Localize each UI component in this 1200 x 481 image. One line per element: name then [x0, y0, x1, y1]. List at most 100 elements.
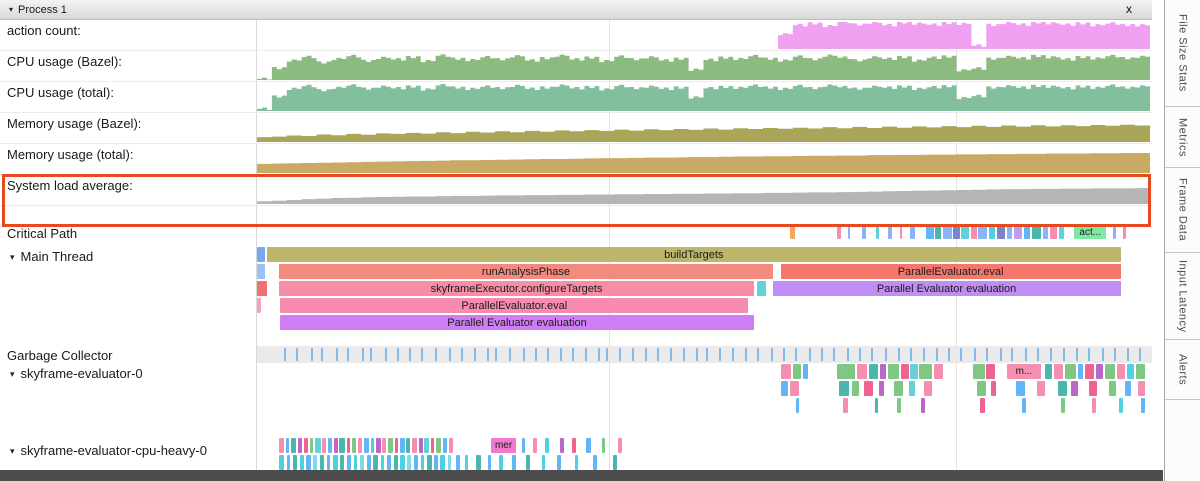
- slice[interactable]: [896, 398, 902, 413]
- slice[interactable]: [1042, 226, 1049, 239]
- slice[interactable]: [327, 438, 333, 453]
- gc-ticks[interactable]: [257, 346, 1152, 363]
- slice-m[interactable]: m...: [1007, 364, 1041, 379]
- gc-tick[interactable]: [922, 348, 925, 361]
- slice[interactable]: [613, 455, 617, 470]
- slice[interactable]: [322, 438, 326, 453]
- gc-tick[interactable]: [744, 348, 747, 361]
- slice[interactable]: [926, 226, 934, 239]
- slice[interactable]: [306, 455, 311, 470]
- slice[interactable]: [351, 438, 357, 453]
- slice[interactable]: [286, 455, 291, 470]
- slice[interactable]: [935, 226, 941, 239]
- flame-row[interactable]: skyframeExecutor.configureTargets Paralle…: [257, 280, 1152, 297]
- collapse-icon[interactable]: ▾: [10, 446, 15, 456]
- slice[interactable]: [910, 226, 915, 239]
- slice[interactable]: [899, 226, 903, 239]
- gc-tick[interactable]: [320, 348, 323, 361]
- gc-tick[interactable]: [369, 348, 372, 361]
- slice[interactable]: [394, 438, 399, 453]
- counter-chart-action-count[interactable]: [257, 20, 1152, 50]
- slice[interactable]: [299, 455, 304, 470]
- slice[interactable]: [863, 381, 873, 396]
- slice[interactable]: [418, 438, 423, 453]
- slice[interactable]: [836, 226, 841, 239]
- slice[interactable]: [387, 438, 394, 453]
- slice[interactable]: [843, 398, 848, 413]
- track-label[interactable]: ▾ skyframe-evaluator-0: [0, 363, 257, 432]
- slice[interactable]: [1084, 364, 1094, 379]
- gc-tick[interactable]: [783, 348, 786, 361]
- slice[interactable]: [923, 381, 932, 396]
- slice[interactable]: [512, 455, 516, 470]
- slice[interactable]: [545, 438, 549, 453]
- gc-tick[interactable]: [1114, 348, 1117, 361]
- gc-tick[interactable]: [448, 348, 451, 361]
- slice[interactable]: [1141, 398, 1145, 413]
- tab-input-latency[interactable]: Input Latency: [1165, 253, 1200, 340]
- slice[interactable]: [1014, 226, 1023, 239]
- slice[interactable]: [370, 438, 375, 453]
- slice[interactable]: [1089, 381, 1098, 396]
- slice[interactable]: [498, 455, 504, 470]
- gc-tick[interactable]: [999, 348, 1002, 361]
- slice[interactable]: [1092, 398, 1096, 413]
- gc-tick[interactable]: [809, 348, 812, 361]
- flame-row[interactable]: runAnalysisPhase ParallelEvaluator.eval: [257, 263, 1152, 280]
- gc-tick[interactable]: [770, 348, 773, 361]
- slice[interactable]: [977, 381, 986, 396]
- slice[interactable]: [1053, 364, 1064, 379]
- slice[interactable]: [373, 455, 378, 470]
- slice[interactable]: [847, 226, 851, 239]
- slice[interactable]: [346, 438, 351, 453]
- gc-tick[interactable]: [885, 348, 888, 361]
- slice[interactable]: [876, 226, 879, 239]
- gc-tick[interactable]: [597, 348, 600, 361]
- gc-tick[interactable]: [1101, 348, 1104, 361]
- slice[interactable]: [434, 455, 438, 470]
- slice[interactable]: [440, 455, 445, 470]
- process-header[interactable]: ▾ Process 1 x: [0, 0, 1152, 20]
- slice[interactable]: [376, 438, 381, 453]
- gc-tick[interactable]: [474, 348, 477, 361]
- slice[interactable]: [780, 381, 788, 396]
- slice[interactable]: [424, 438, 429, 453]
- gc-tick[interactable]: [794, 348, 797, 361]
- slice[interactable]: [380, 455, 385, 470]
- slice[interactable]: [411, 438, 418, 453]
- slice[interactable]: [393, 455, 398, 470]
- slice[interactable]: [358, 438, 362, 453]
- gc-tick[interactable]: [657, 348, 660, 361]
- slice[interactable]: [436, 438, 442, 453]
- slice[interactable]: [986, 364, 996, 379]
- slice[interactable]: [339, 438, 345, 453]
- slice[interactable]: [887, 226, 892, 239]
- slice[interactable]: [874, 398, 879, 413]
- gc-tick[interactable]: [409, 348, 412, 361]
- slice[interactable]: [1022, 398, 1026, 413]
- slice-parallelevaluator-eval[interactable]: ParallelEvaluator.eval: [280, 298, 749, 313]
- slice[interactable]: [836, 364, 855, 379]
- gc-tick[interactable]: [461, 348, 464, 361]
- gc-tick[interactable]: [585, 348, 588, 361]
- slice[interactable]: [900, 364, 909, 379]
- slice[interactable]: [413, 455, 419, 470]
- collapse-icon[interactable]: ▾: [10, 369, 15, 379]
- slice[interactable]: [559, 438, 564, 453]
- slice[interactable]: [790, 381, 800, 396]
- slice[interactable]: [455, 455, 461, 470]
- slice[interactable]: [363, 438, 369, 453]
- slice[interactable]: [838, 381, 850, 396]
- slice[interactable]: [989, 226, 996, 239]
- slice[interactable]: [1095, 364, 1103, 379]
- slice-parallel-evaluator-evaluation[interactable]: Parallel Evaluator evaluation: [772, 281, 1121, 296]
- gc-tick[interactable]: [1037, 348, 1040, 361]
- slice-buildtargets[interactable]: buildTargets: [266, 247, 1121, 262]
- slice[interactable]: [990, 381, 997, 396]
- slice-act[interactable]: act...: [1074, 226, 1107, 239]
- gc-tick[interactable]: [718, 348, 721, 361]
- tab-alerts[interactable]: Alerts: [1165, 340, 1200, 400]
- slice-parallelevaluator-eval[interactable]: ParallelEvaluator.eval: [780, 264, 1121, 279]
- gc-tick[interactable]: [960, 348, 963, 361]
- gc-tick[interactable]: [897, 348, 900, 361]
